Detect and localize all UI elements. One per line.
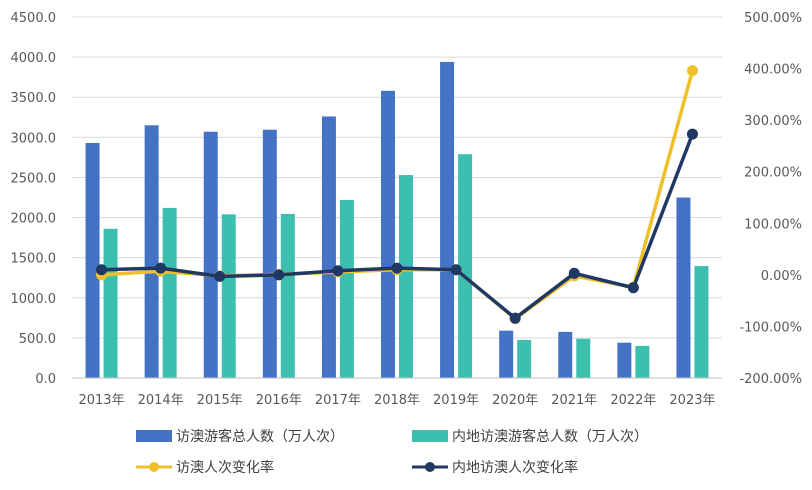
y-right-tick-label: 200.00%	[744, 166, 802, 181]
y-left-tick-label: 2500.0	[11, 171, 57, 186]
x-tick-label: 2022年	[610, 393, 656, 408]
bar-total-visitors	[85, 142, 100, 378]
bar-mainland-visitors	[399, 175, 413, 378]
bar-total-visitors	[499, 330, 514, 378]
legend-marker-total-change-rate	[149, 462, 159, 472]
point-mainland-change-rate	[214, 270, 226, 282]
x-tick-label: 2017年	[315, 393, 361, 408]
legend-label-total-visitors: 访澳游客总人数（万人次）	[176, 428, 344, 445]
bar-total-visitors	[558, 331, 573, 378]
bar-total-visitors	[144, 125, 159, 378]
y-right-axis: -200.00% -100.00% 0.00% 100.00% 200.00% 300.0…	[739, 11, 802, 387]
bar-total-visitors	[262, 129, 277, 378]
bar-total-visitors	[617, 342, 632, 378]
y-left-tick-label: 3500.0	[11, 91, 57, 106]
y-right-tick-label: 400.00%	[744, 63, 802, 78]
bar-total-visitors	[381, 90, 395, 378]
bar-mainland-visitors	[280, 213, 295, 378]
point-mainland-change-rate	[273, 269, 285, 281]
y-left-axis: 0.0 500.0 1000.0 1500.0 2000.0 2500.0 3000.0 35…	[11, 11, 57, 387]
bar-mainland-visitors	[103, 228, 118, 378]
point-mainland-change-rate	[332, 265, 344, 277]
y-right-tick-label: -100.00%	[739, 320, 802, 335]
x-tick-label: 2023年	[669, 393, 715, 408]
bar-mainland-visitors	[517, 339, 532, 378]
bar-series	[85, 61, 709, 379]
y-left-tick-label: 0.0	[35, 372, 56, 387]
point-mainland-change-rate	[509, 312, 521, 324]
point-mainland-change-rate	[96, 264, 108, 276]
point-mainland-change-rate	[391, 262, 403, 274]
bar-total-visitors	[203, 131, 218, 378]
point-mainland-change-rate	[155, 262, 167, 274]
line-series	[96, 65, 698, 325]
y-left-tick-label: 2000.0	[11, 212, 57, 227]
y-right-tick-label: 100.00%	[744, 217, 802, 232]
x-tick-label: 2015年	[197, 393, 243, 408]
point-mainland-change-rate	[686, 128, 698, 140]
x-axis: 2013年 2014年 2015年 2016年 2017年 2018年 2019年 2020年…	[78, 393, 715, 408]
legend-label-mainland-change-rate: 内地访澳人次变化率	[452, 459, 578, 476]
x-tick-label: 2013年	[78, 393, 124, 408]
y-right-tick-label: -200.00%	[739, 372, 802, 387]
bar-mainland-visitors	[694, 266, 709, 378]
legend: 访澳游客总人数（万人次） 内地访澳游客总人数（万人次） 访澳人次变化率 内地访澳…	[136, 428, 648, 476]
y-left-tick-label: 4500.0	[11, 11, 57, 26]
y-right-tick-label: 500.00%	[744, 11, 802, 26]
x-tick-label: 2021年	[551, 393, 597, 408]
y-left-tick-label: 1500.0	[11, 252, 57, 267]
y-right-tick-label: 300.00%	[744, 114, 802, 129]
y-left-tick-label: 500.0	[19, 332, 56, 347]
legend-swatch-total-visitors	[136, 430, 172, 442]
bar-mainland-visitors	[339, 199, 354, 378]
bar-mainland-visitors	[221, 214, 236, 378]
bar-total-visitors	[676, 197, 691, 378]
point-mainland-change-rate	[627, 282, 639, 294]
x-tick-label: 2014年	[138, 393, 184, 408]
bar-mainland-visitors	[635, 345, 650, 378]
x-tick-label: 2019年	[433, 393, 479, 408]
bar-total-visitors	[440, 61, 455, 379]
gridlines	[72, 16, 722, 339]
y-left-tick-label: 3000.0	[11, 131, 57, 146]
x-tick-label: 2020年	[492, 393, 538, 408]
bar-total-visitors	[321, 116, 336, 378]
legend-swatch-mainland-visitors	[412, 430, 448, 442]
y-right-tick-label: 0.00%	[761, 269, 802, 284]
line-mainland-change-rate	[101, 133, 695, 320]
y-left-tick-label: 4000.0	[11, 51, 57, 66]
bar-mainland-visitors	[458, 154, 473, 378]
x-tick-label: 2016年	[256, 393, 302, 408]
legend-label-total-change-rate: 访澳人次变化率	[176, 459, 274, 476]
x-tick-label: 2018年	[374, 393, 420, 408]
legend-label-mainland-visitors: 内地访澳游客总人数（万人次）	[452, 428, 648, 445]
legend-marker-mainland-change-rate	[425, 462, 435, 472]
y-left-tick-label: 1000.0	[11, 292, 57, 307]
bar-mainland-visitors	[162, 207, 177, 378]
point-total-change-rate	[686, 65, 698, 77]
point-mainland-change-rate	[450, 264, 462, 276]
bar-mainland-visitors	[576, 338, 591, 378]
point-mainland-change-rate	[568, 267, 580, 279]
